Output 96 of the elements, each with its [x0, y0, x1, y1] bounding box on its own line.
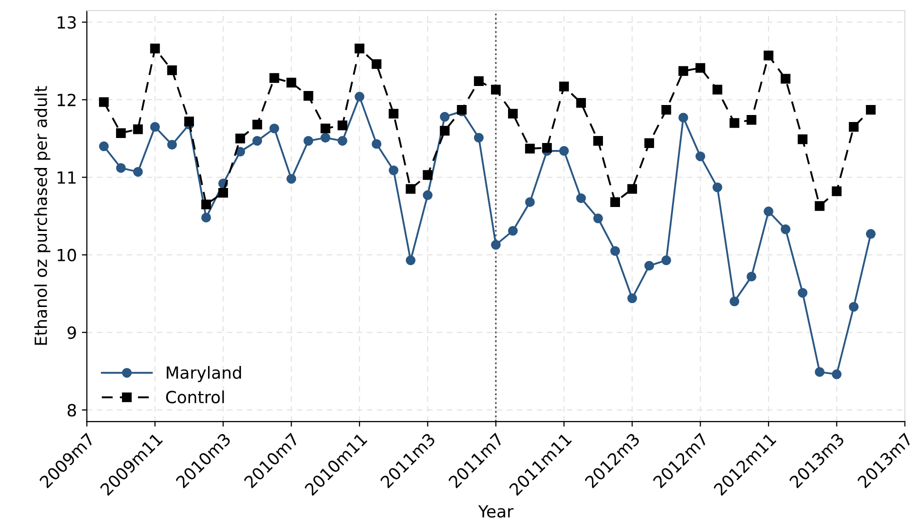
point — [559, 146, 569, 156]
point — [814, 367, 825, 377]
point — [525, 197, 535, 207]
point — [730, 296, 740, 306]
point — [133, 167, 143, 177]
point — [678, 66, 688, 76]
point — [593, 136, 603, 146]
point — [201, 200, 211, 210]
point — [712, 84, 722, 95]
point — [422, 170, 433, 180]
y-axis-title: Ethanol oz purchased per adult — [34, 86, 50, 345]
y-tick-label: 13 — [58, 16, 76, 29]
point — [848, 302, 859, 312]
point — [576, 193, 586, 204]
point — [798, 134, 808, 144]
point — [780, 224, 790, 234]
point — [764, 206, 774, 216]
point — [388, 165, 398, 176]
point — [406, 184, 416, 194]
point — [542, 142, 552, 153]
point — [440, 112, 450, 122]
point — [286, 78, 296, 88]
legend-label: Control — [166, 390, 224, 404]
point — [627, 293, 638, 304]
point — [525, 144, 535, 154]
point — [218, 188, 228, 198]
point — [832, 186, 842, 196]
point — [559, 82, 569, 92]
x-axis-title: Year — [478, 505, 514, 518]
point — [201, 212, 211, 222]
point — [167, 140, 177, 150]
point — [576, 98, 586, 108]
point — [286, 174, 296, 184]
point — [269, 124, 280, 134]
point — [150, 122, 160, 132]
point — [695, 151, 706, 162]
point — [764, 50, 774, 60]
point — [372, 139, 382, 149]
point — [644, 138, 654, 148]
y-tick-label: 12 — [58, 94, 76, 106]
point — [320, 124, 330, 134]
point — [644, 260, 654, 271]
y-tick-label: 9 — [68, 326, 76, 339]
point — [866, 229, 876, 239]
point — [167, 65, 177, 76]
point — [746, 272, 756, 282]
point — [252, 120, 262, 130]
y-tick-label: 11 — [58, 171, 76, 184]
point — [798, 288, 808, 298]
point — [338, 136, 348, 146]
point — [406, 255, 416, 266]
point — [354, 44, 364, 54]
point — [610, 197, 620, 207]
point — [712, 182, 722, 192]
point — [627, 184, 638, 194]
point — [866, 104, 876, 115]
point — [474, 132, 484, 143]
legend-label: Maryland — [166, 366, 241, 382]
point — [490, 240, 501, 250]
point — [695, 63, 706, 73]
point — [99, 97, 109, 107]
point — [235, 134, 246, 144]
point — [150, 44, 160, 54]
point — [490, 84, 501, 95]
point — [338, 120, 348, 130]
y-tick-label: 8 — [68, 404, 76, 417]
point — [133, 124, 143, 134]
point — [116, 163, 126, 173]
point — [99, 141, 109, 152]
point — [304, 136, 314, 146]
point — [252, 136, 262, 146]
point — [780, 74, 790, 84]
point — [508, 108, 518, 119]
point — [678, 112, 688, 122]
point — [661, 104, 672, 115]
point — [508, 226, 518, 236]
point — [730, 118, 740, 128]
point — [320, 132, 330, 143]
point — [440, 126, 450, 136]
point — [304, 90, 314, 101]
point — [593, 214, 603, 224]
point — [610, 246, 620, 256]
y-tick-label: 10 — [58, 248, 76, 262]
point — [422, 190, 433, 200]
point — [372, 59, 382, 69]
point — [269, 73, 280, 83]
point — [848, 122, 859, 132]
point — [832, 369, 842, 380]
point — [474, 76, 484, 86]
point — [354, 92, 364, 102]
point — [184, 116, 194, 126]
point — [388, 108, 398, 119]
point — [746, 115, 756, 125]
point — [116, 128, 126, 138]
point — [661, 255, 672, 266]
point — [814, 201, 825, 211]
